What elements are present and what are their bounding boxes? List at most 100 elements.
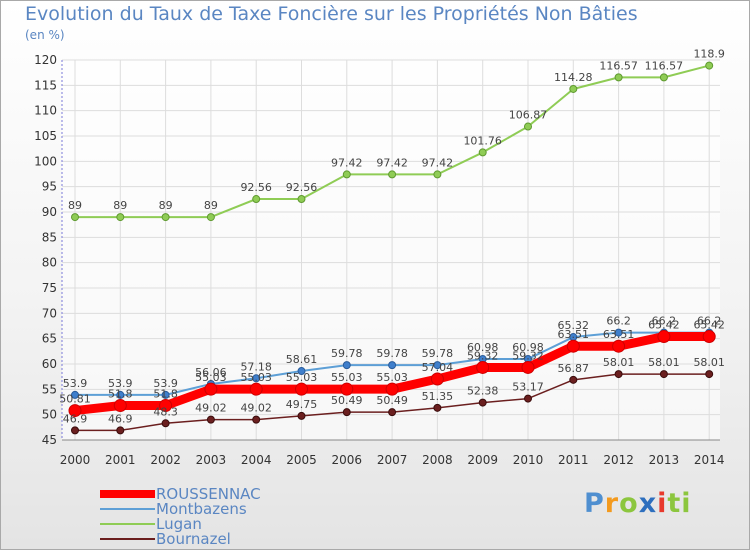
data-label-roussennac: 55.03 [195,371,227,384]
data-label-montbazens: 59.78 [331,347,363,360]
logo-letter: o [619,488,639,519]
data-point-bournazel [705,370,714,379]
x-tick-label: 2007 [377,453,408,467]
data-label-roussennac: 59.32 [512,349,544,362]
data-point-roussennac [612,339,626,353]
data-label-montbazens: 53.9 [153,377,178,390]
data-label-montbazens: 66.2 [606,315,631,328]
y-tick-label: 45 [42,433,57,447]
data-label-montbazens: 56.06 [195,366,227,379]
y-tick-label: 120 [34,53,57,67]
data-label-roussennac: 50.81 [59,393,91,406]
data-point-montbazens [433,361,442,370]
x-tick-label: 2005 [286,453,317,467]
logo-letter: P [584,488,605,519]
data-label-montbazens: 53.9 [108,377,133,390]
y-tick-label: 110 [34,104,57,118]
data-label-montbazens: 59.78 [376,347,408,360]
x-tick-label: 2010 [513,453,544,467]
data-point-bournazel [569,375,578,384]
x-tick-label: 2009 [467,453,498,467]
x-tick-label: 2006 [332,453,363,467]
data-point-lugan [478,148,487,157]
data-label-roussennac: 51.8 [153,388,178,401]
x-tick-label: 2001 [105,453,136,467]
data-label-bournazel: 46.9 [63,412,88,425]
data-point-montbazens [252,374,261,383]
data-point-roussennac [204,382,218,396]
data-point-lugan [297,195,306,204]
data-label-bournazel: 58.01 [603,356,635,369]
data-label-lugan: 118.9 [693,48,725,61]
data-point-roussennac [159,399,173,413]
legend-label-roussennac: ROUSSENNAC [156,485,261,503]
data-point-montbazens [614,328,623,337]
legend-swatch-roussennac [100,490,155,498]
data-label-roussennac: 51.8 [108,388,133,401]
data-point-roussennac [430,372,444,386]
y-tick-label: 70 [42,306,57,320]
data-label-bournazel: 56.87 [558,362,590,375]
data-label-bournazel: 53.17 [512,381,544,394]
data-label-montbazens: 57.18 [240,360,272,373]
plot-area [62,60,720,440]
data-label-montbazens: 60.98 [512,341,544,354]
data-point-bournazel [116,426,125,435]
data-label-lugan: 101.76 [463,134,502,147]
legend-item-lugan: Lugan [100,515,320,533]
legend-label-lugan: Lugan [156,515,202,533]
x-tick-label: 2013 [649,453,680,467]
x-tick-label: 2003 [196,453,227,467]
x-tick-label: 2012 [603,453,634,467]
data-label-bournazel: 50.49 [331,394,363,407]
y-tick-label: 100 [34,154,57,168]
data-point-bournazel [388,408,397,417]
data-point-lugan [659,73,668,82]
data-point-bournazel [433,403,442,412]
data-label-montbazens: 65.32 [558,319,590,332]
data-point-lugan [614,73,623,82]
x-tick-label: 2000 [60,453,91,467]
data-point-lugan [705,61,714,70]
y-tick-label: 115 [34,78,57,92]
chart-title: Evolution du Taux de Taxe Foncière sur l… [25,3,638,25]
data-label-lugan: 106.87 [509,109,548,122]
data-label-lugan: 89 [68,199,82,212]
data-point-bournazel [478,398,487,407]
data-label-roussennac: 65.42 [648,319,680,332]
data-point-roussennac [249,382,263,396]
data-point-roussennac [113,399,127,413]
legend-label-bournazel: Bournazel [156,530,231,548]
x-tick-label: 2011 [558,453,589,467]
data-label-lugan: 97.42 [331,156,363,169]
data-point-bournazel [342,408,351,417]
logo-letter: x [638,488,658,519]
data-point-montbazens [71,390,79,399]
data-point-lugan [206,213,215,222]
data-label-lugan: 92.56 [286,181,318,194]
data-label-lugan: 89 [113,199,127,212]
data-point-bournazel [206,415,215,424]
y-tick-label: 85 [42,230,57,244]
data-point-roussennac [566,339,580,353]
data-point-montbazens [388,361,397,370]
legend-swatch-lugan [100,523,155,525]
data-label-bournazel: 49.02 [240,402,272,415]
data-label-roussennac: 63.51 [603,328,635,341]
data-label-bournazel: 50.49 [376,394,408,407]
data-label-montbazens: 60.98 [467,341,499,354]
data-point-lugan [433,170,442,179]
x-tick-label: 2002 [150,453,181,467]
data-label-montbazens: 53.9 [63,377,88,390]
logo-letter: r [604,488,620,519]
data-label-roussennac: 55.03 [331,371,363,384]
data-point-lugan [569,84,578,93]
data-point-roussennac [476,360,490,374]
data-label-bournazel: 49.75 [286,398,318,411]
data-point-lugan [524,122,532,131]
y-tick-label: 65 [42,332,57,346]
legend-item-bournazel: Bournazel [100,530,320,548]
legend-item-montbazens: Montbazens [100,500,320,518]
data-label-lugan: 97.42 [376,156,408,169]
